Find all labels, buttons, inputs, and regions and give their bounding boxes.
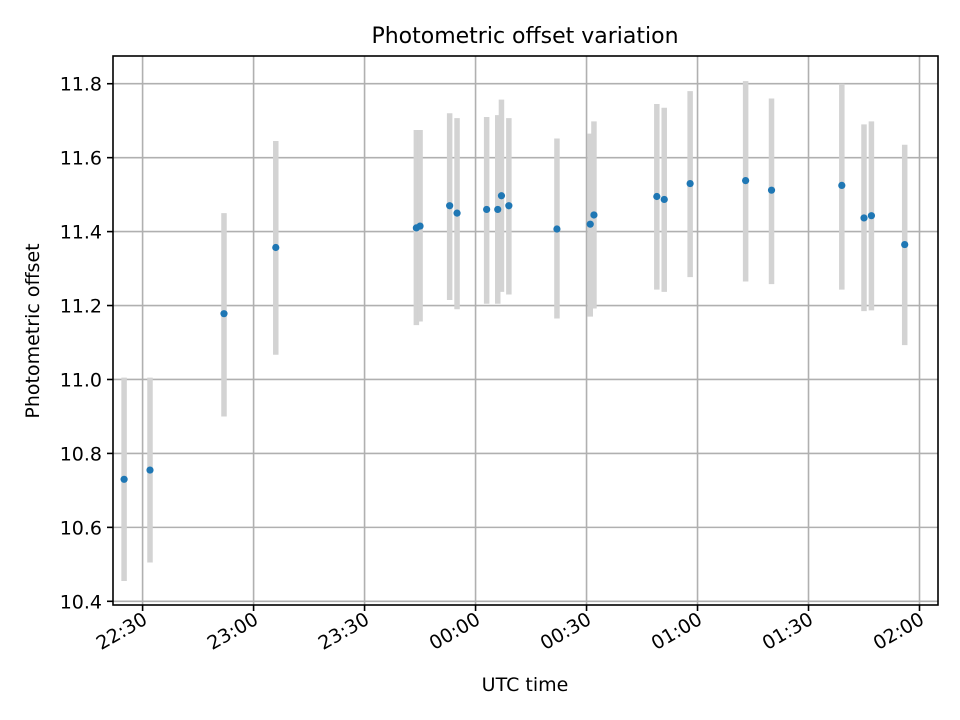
y-axis-label: Photometric offset [22, 243, 44, 418]
data-point [272, 243, 280, 252]
data-point [838, 181, 846, 189]
data-point [767, 186, 776, 194]
data-point [494, 205, 502, 214]
x-tick-label: 00:00 [426, 608, 484, 654]
y-tick-label: 10.6 [60, 517, 102, 539]
y-tick-label: 11.2 [60, 296, 102, 318]
data-point [497, 192, 506, 200]
data-point [416, 222, 424, 230]
data-point [867, 212, 876, 220]
y-tick-label: 10.4 [60, 591, 102, 613]
data-point [742, 176, 750, 185]
grid-layer [113, 56, 938, 605]
data-point [660, 195, 668, 204]
x-tick-label: 23:30 [315, 608, 373, 654]
x-tick-label: 00:30 [537, 608, 595, 654]
data-point [120, 475, 128, 483]
data-point [653, 192, 661, 201]
data-point [453, 209, 461, 217]
data-point [505, 202, 513, 210]
x-tick-label: 22:30 [93, 608, 151, 654]
y-tick-label: 11.8 [60, 74, 102, 96]
data-point [483, 205, 491, 214]
data-point [901, 240, 909, 249]
data-point [860, 214, 868, 222]
data-point [146, 466, 154, 474]
x-tick-label: 02:00 [870, 608, 928, 654]
x-tick-label: 01:30 [759, 608, 817, 654]
data-point [220, 310, 228, 318]
data-point [446, 202, 454, 210]
data-point [553, 225, 561, 233]
data-point [686, 179, 694, 188]
point-layer [120, 176, 909, 483]
data-point [586, 220, 594, 228]
x-tick-label: 23:00 [204, 608, 262, 654]
chart-title: Photometric offset variation [371, 24, 678, 49]
y-tick-label: 11.4 [60, 222, 102, 244]
y-tick-label: 11.6 [60, 148, 102, 170]
x-axis-label: UTC time [482, 674, 569, 696]
data-point [590, 211, 598, 219]
plot-frame [112, 55, 939, 606]
y-tick-label: 11.0 [60, 369, 102, 391]
plot-background [113, 56, 938, 605]
y-tick-label: 10.8 [60, 443, 102, 465]
x-tick-label: 01:00 [648, 608, 706, 654]
